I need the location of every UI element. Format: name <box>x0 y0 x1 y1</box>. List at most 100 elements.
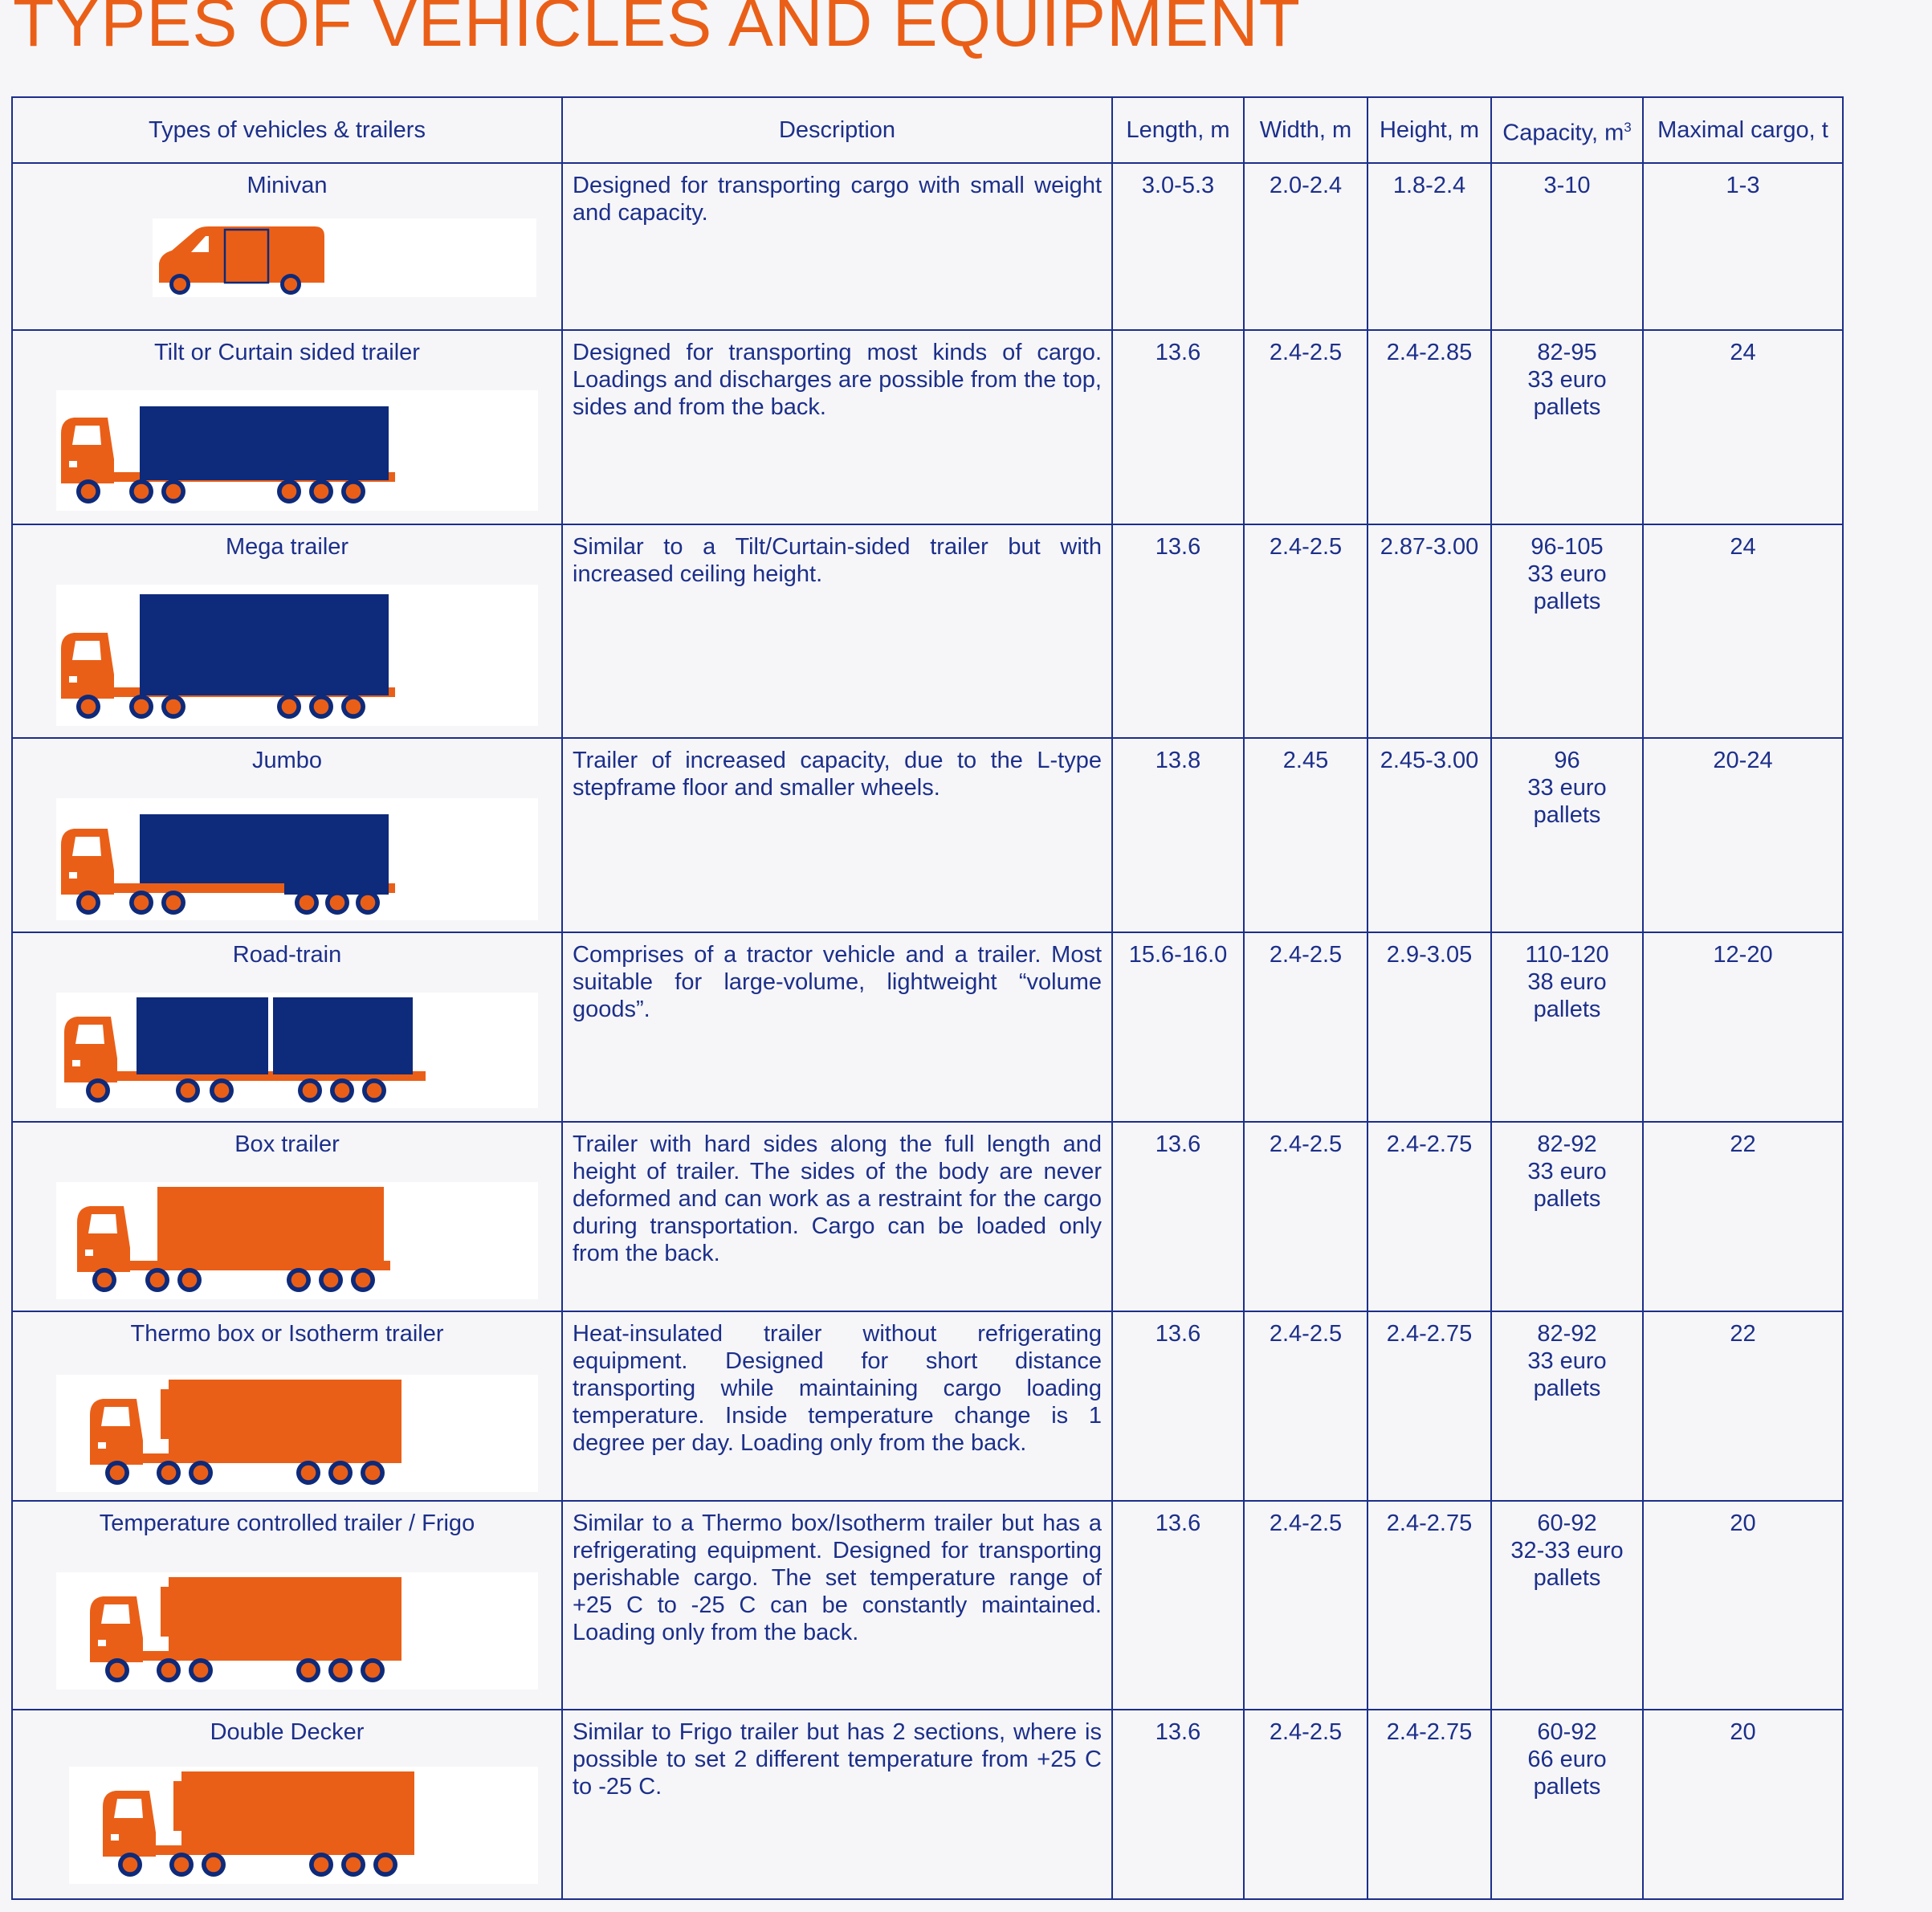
capacity-cell: 96-105 33 euro pallets <box>1490 524 1644 739</box>
mega-trailer-truck-icon <box>56 585 538 726</box>
table-row: Minivan Designed for transporting cargo … <box>11 162 1844 331</box>
description-cell: Comprises of a tractor vehicle and a tra… <box>561 932 1113 1123</box>
capacity-cell: 82-92 33 euro pallets <box>1490 1311 1644 1502</box>
capacity-cell: 96 33 euro pallets <box>1490 737 1644 933</box>
description-cell: Trailer with hard sides along the full l… <box>561 1121 1113 1312</box>
box-trailer-truck-icon <box>56 1182 538 1299</box>
vehicle-name: Jumbo <box>251 748 323 773</box>
capacity-line: 96 <box>1554 748 1580 773</box>
vehicle-type-cell: Temperature controlled trailer / Frigo <box>11 1500 563 1710</box>
length-cell: 13.8 <box>1111 737 1245 933</box>
capacity-line: pallets <box>1533 394 1601 420</box>
capacity-cell: 110-120 38 euro pallets <box>1490 932 1644 1123</box>
capacity-line: 66 euro <box>1527 1747 1607 1772</box>
vehicle-name: Double Decker <box>210 1719 365 1745</box>
max-cargo-cell: 20 <box>1642 1500 1844 1710</box>
header-height: Height, m <box>1367 96 1492 164</box>
capacity-line: 33 euro <box>1527 1348 1607 1374</box>
max-cargo-cell: 22 <box>1642 1311 1844 1502</box>
max-cargo-cell: 20 <box>1642 1709 1844 1900</box>
vehicle-type-cell: Tilt or Curtain sided trailer <box>11 329 563 525</box>
vehicle-type-cell: Jumbo <box>11 737 563 933</box>
header-max-cargo: Maximal cargo, t <box>1642 96 1844 164</box>
capacity-line: pallets <box>1533 1186 1601 1212</box>
description-cell: Trailer of increased capacity, due to th… <box>561 737 1113 933</box>
length-cell: 13.6 <box>1111 1500 1245 1710</box>
capacity-line: pallets <box>1533 589 1601 614</box>
capacity-line: 110-120 <box>1525 942 1609 968</box>
capacity-line: 82-92 <box>1537 1321 1597 1347</box>
header-width: Width, m <box>1243 96 1368 164</box>
vehicle-type-cell: Double Decker <box>11 1709 563 1900</box>
header-description: Description <box>561 96 1113 164</box>
vehicle-type-cell: Road-train <box>11 932 563 1123</box>
capacity-cell: 3-10 <box>1490 162 1644 331</box>
capacity-line: 60-92 <box>1537 1719 1597 1745</box>
height-cell: 2.4-2.75 <box>1367 1311 1492 1502</box>
vehicle-name: Road-train <box>232 942 342 968</box>
description-cell: Designed for transporting cargo with sma… <box>561 162 1113 331</box>
vehicle-name: Minivan <box>247 173 328 198</box>
description-cell: Similar to a Thermo box/Isotherm trailer… <box>561 1500 1113 1710</box>
table-row: Mega trailer Similar to a Tilt/Curtain-s… <box>11 524 1844 739</box>
vehicle-name: Temperature controlled trailer / Frigo <box>99 1510 475 1536</box>
curtain-trailer-truck-icon <box>56 390 538 511</box>
table-row: Double Decker Similar to Frigo trailer b… <box>11 1709 1844 1900</box>
capacity-line: pallets <box>1533 1376 1601 1401</box>
capacity-line: 38 euro <box>1527 969 1607 995</box>
capacity-line: 32-33 euro <box>1510 1538 1624 1563</box>
table-row: Jumbo Trailer of increased capacity, due… <box>11 737 1844 933</box>
width-cell: 2.45 <box>1243 737 1368 933</box>
capacity-line: 33 euro <box>1527 367 1607 393</box>
header-capacity-label: Capacity, m <box>1502 120 1624 146</box>
max-cargo-cell: 12-20 <box>1642 932 1844 1123</box>
description-cell: Designed for transporting most kinds of … <box>561 329 1113 525</box>
height-cell: 2.4-2.75 <box>1367 1709 1492 1900</box>
width-cell: 2.4-2.5 <box>1243 329 1368 525</box>
length-cell: 13.6 <box>1111 1709 1245 1900</box>
height-cell: 2.4-2.85 <box>1367 329 1492 525</box>
width-cell: 2.0-2.4 <box>1243 162 1368 331</box>
vehicle-name: Box trailer <box>234 1131 340 1157</box>
road-train-truck-icon <box>56 993 538 1108</box>
table-header-row: Types of vehicles & trailers Description… <box>11 96 1844 164</box>
vehicles-table: Types of vehicles & trailers Description… <box>11 96 1844 1900</box>
max-cargo-cell: 20-24 <box>1642 737 1844 933</box>
page-title: TYPES OF VEHICLES AND EQUIPMENT <box>13 0 1301 60</box>
table-row: Road-train Comprises of a tractor vehicl… <box>11 932 1844 1123</box>
capacity-line: 82-92 <box>1537 1131 1597 1157</box>
table-row: Thermo box or Isotherm trailer Heat-insu… <box>11 1311 1844 1502</box>
capacity-line: 3-10 <box>1543 173 1591 198</box>
header-type: Types of vehicles & trailers <box>11 96 563 164</box>
max-cargo-cell: 24 <box>1642 329 1844 525</box>
capacity-line: 33 euro <box>1527 775 1607 801</box>
height-cell: 2.4-2.75 <box>1367 1121 1492 1312</box>
length-cell: 3.0-5.3 <box>1111 162 1245 331</box>
length-cell: 13.6 <box>1111 524 1245 739</box>
thermo-trailer-truck-icon <box>56 1375 538 1492</box>
capacity-cell: 60-92 32-33 euro pallets <box>1490 1500 1644 1710</box>
length-cell: 13.6 <box>1111 1311 1245 1502</box>
max-cargo-cell: 24 <box>1642 524 1844 739</box>
width-cell: 2.4-2.5 <box>1243 1500 1368 1710</box>
capacity-line: 33 euro <box>1527 1159 1607 1184</box>
header-capacity-unit: 3 <box>1624 119 1632 135</box>
vehicle-name: Thermo box or Isotherm trailer <box>130 1321 444 1347</box>
length-cell: 13.6 <box>1111 329 1245 525</box>
capacity-cell: 82-92 33 euro pallets <box>1490 1121 1644 1312</box>
vehicle-type-cell: Thermo box or Isotherm trailer <box>11 1311 563 1502</box>
max-cargo-cell: 1-3 <box>1642 162 1844 331</box>
table-row: Box trailer Trailer with hard sides alon… <box>11 1121 1844 1312</box>
capacity-line: pallets <box>1533 997 1601 1022</box>
description-cell: Heat-insulated trailer without refrigera… <box>561 1311 1113 1502</box>
vehicle-name: Mega trailer <box>225 534 349 560</box>
minivan-icon <box>153 218 536 297</box>
height-cell: 2.4-2.75 <box>1367 1500 1492 1710</box>
width-cell: 2.4-2.5 <box>1243 1311 1368 1502</box>
description-cell: Similar to Frigo trailer but has 2 secti… <box>561 1709 1113 1900</box>
width-cell: 2.4-2.5 <box>1243 1121 1368 1312</box>
max-cargo-cell: 22 <box>1642 1121 1844 1312</box>
width-cell: 2.4-2.5 <box>1243 1709 1368 1900</box>
table-row: Temperature controlled trailer / Frigo S… <box>11 1500 1844 1710</box>
